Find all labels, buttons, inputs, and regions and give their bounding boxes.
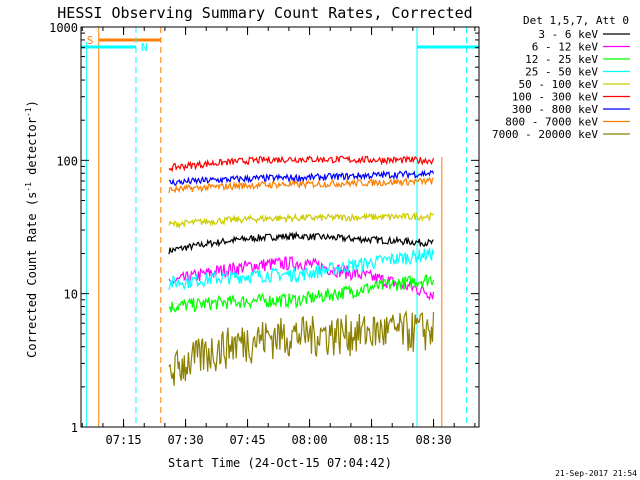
axes: 07:15 07:30 07:45 08:00 08:15 08:30 1 10 100 1000 [49,21,479,447]
series-line-2 [168,274,435,313]
x-axis-label: Start Time (24-Oct-15 07:04:42) [168,456,392,470]
legend-label-3: 25 - 50 keV [525,66,598,79]
y-tick-label-0: 1 [71,421,78,435]
y-label-sup-1: -1 [24,182,33,192]
legend-label-1: 6 - 12 keV [532,41,599,54]
legend-label-4: 50 - 100 keV [519,78,599,91]
series-line-8 [168,309,435,386]
footer-timestamp: 21-Sep-2017 21:54 [555,469,637,478]
flag-n-label: N [141,41,148,54]
legend-label-8: 7000 - 20000 keV [492,128,598,141]
legend-title: Det 1,5,7, Att 0 [523,14,629,27]
x-tick-label-5: 08:30 [415,433,451,447]
legend-label-0: 3 - 6 keV [538,28,598,41]
y-tick-label-1: 10 [64,288,78,302]
series-line-1 [168,255,435,301]
y-tick-label-2: 100 [56,154,78,168]
x-tick-label-4: 08:15 [353,433,389,447]
legend-label-6: 300 - 800 keV [512,103,598,116]
flag-s-label: S [87,34,94,47]
series-line-0 [168,230,434,255]
chart-title: HESSI Observing Summary Count Rates, Cor… [57,4,472,22]
plot-frame [80,26,480,428]
legend-label-5: 100 - 300 keV [512,91,598,104]
series-line-7 [168,176,434,194]
series-line-3 [168,247,435,291]
x-tick-label-0: 07:15 [106,433,142,447]
x-tick-label-2: 07:45 [229,433,265,447]
x-tick-label-3: 08:00 [291,433,327,447]
y-label-sup-2: -1 [24,107,33,117]
svg-text:Corrected Count Rate (s-1 dete: Corrected Count Rate (s-1 detector-1) [24,100,39,358]
plot-area: SN [81,27,479,427]
series-line-6 [168,169,435,187]
series-line-5 [168,155,435,173]
legend-label-7: 800 - 7000 keV [505,116,598,129]
legend-label-2: 12 - 25 keV [525,53,598,66]
y-tick-label-3: 1000 [49,21,78,35]
x-tick-label-1: 07:30 [168,433,204,447]
series-line-4 [168,211,434,229]
y-axis-label: Corrected Count Rate (s-1 detector-1) [24,100,39,358]
